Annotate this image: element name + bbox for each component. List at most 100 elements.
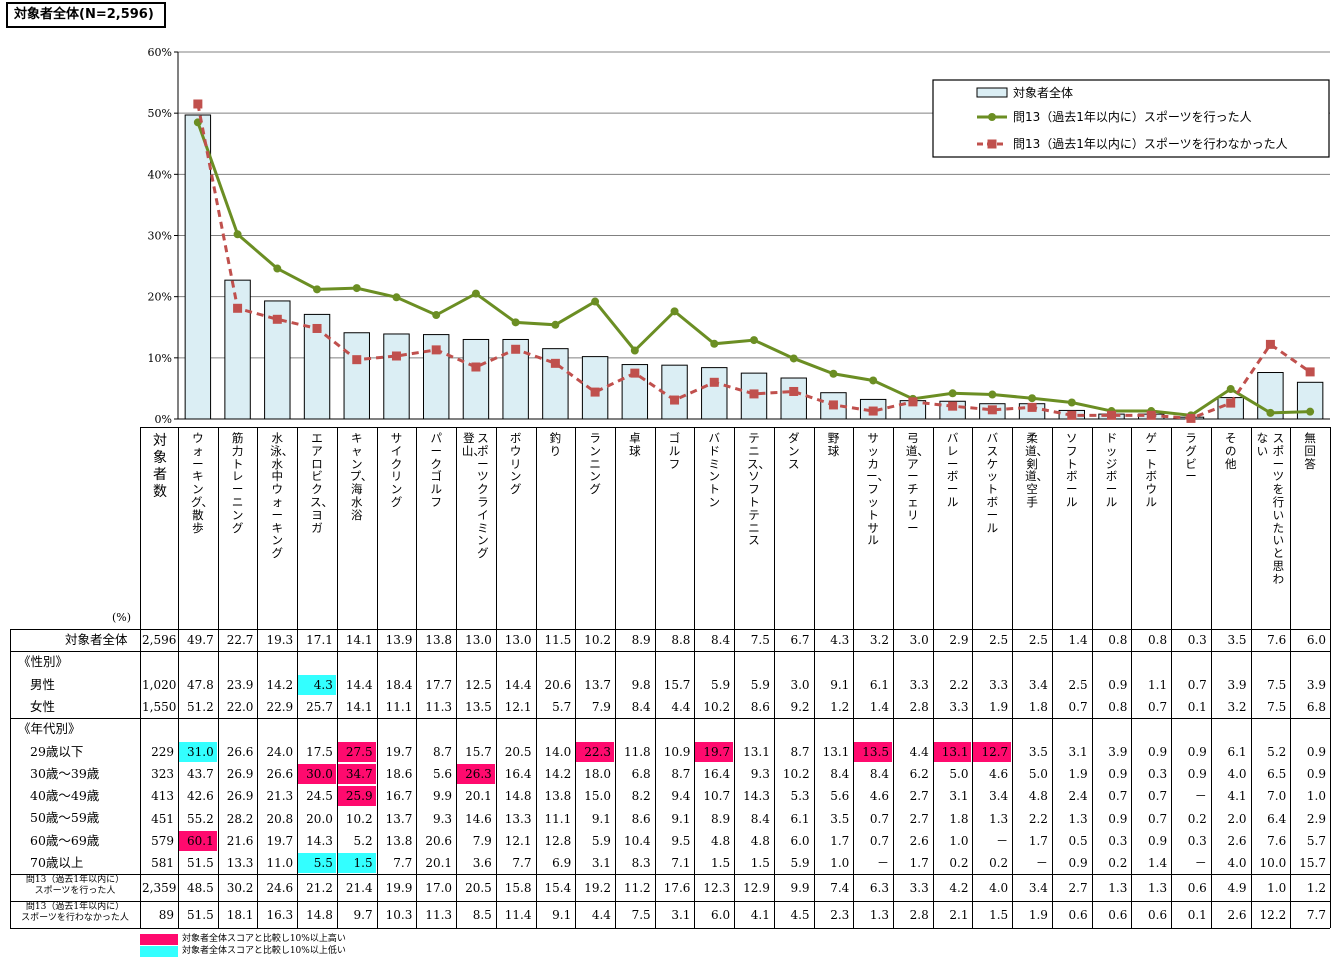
data-point	[551, 320, 560, 329]
value-cell: 6.7	[790, 633, 810, 648]
category-label: キャンプ、海水浴	[349, 431, 373, 522]
value-cell: 3.4	[1028, 880, 1048, 895]
highlight-high	[457, 763, 495, 785]
value-cell: 20.1	[425, 856, 453, 871]
table-border	[297, 629, 298, 929]
table-border	[1052, 629, 1053, 929]
value-cell: 6.8	[631, 766, 651, 781]
table-border	[257, 629, 258, 929]
value-cell: 9.1	[591, 811, 611, 826]
value-cell: 0.9	[1108, 811, 1128, 826]
data-point	[829, 369, 838, 378]
value-cell: 18.4	[385, 677, 413, 692]
value-cell: 4.1	[750, 907, 770, 922]
table-border	[1290, 629, 1291, 929]
value-cell: 2.9	[1306, 811, 1326, 826]
value-cell: 0.3	[1187, 633, 1207, 648]
value-cell: 0.7	[1148, 811, 1168, 826]
value-cell: 23.9	[226, 677, 254, 692]
highlight-high	[337, 786, 376, 807]
table-border	[10, 901, 1330, 903]
value-cell: 6.5	[1267, 766, 1287, 781]
count-cell: 323	[151, 766, 174, 781]
value-cell: 3.2	[1227, 700, 1247, 715]
value-cell: 0.7	[1187, 677, 1207, 692]
value-cell: 1.2	[830, 700, 850, 715]
value-cell: 11.3	[425, 907, 453, 922]
bar	[661, 364, 688, 420]
value-cell: 2.4	[1068, 789, 1088, 804]
table-border	[1131, 427, 1132, 629]
table-border	[140, 427, 1330, 428]
bar	[224, 279, 251, 420]
row-label: 70歳以上	[30, 855, 84, 870]
value-cell: 2.1	[949, 907, 969, 922]
value-cell: 6.2	[909, 766, 929, 781]
count-cell: 1,020	[142, 677, 177, 692]
value-cell: 8.3	[631, 856, 651, 871]
value-cell: 1.7	[830, 833, 850, 848]
value-cell: 10.0	[1259, 856, 1287, 871]
value-cell: 19.7	[385, 744, 413, 759]
value-cell: 1.5	[711, 856, 731, 871]
data-point	[1226, 385, 1235, 394]
value-cell: 4.3	[830, 633, 850, 648]
value-cell: 43.7	[187, 766, 214, 781]
table-border	[10, 718, 1330, 720]
value-cell: 13.7	[584, 677, 611, 692]
value-cell: 51.5	[187, 907, 214, 922]
value-cell: 21.3	[266, 789, 294, 804]
value-cell: 10.9	[663, 744, 691, 759]
value-cell: 3.1	[671, 907, 691, 922]
value-cell: 0.2	[949, 856, 969, 871]
y-tick-label: 60%	[148, 46, 172, 59]
data-point	[1186, 413, 1196, 423]
value-cell: 13.5	[465, 700, 492, 715]
category-label: スポーツクライミング	[477, 431, 489, 561]
value-cell: 18.0	[584, 766, 611, 781]
value-cell: 4.9	[1227, 880, 1247, 895]
row-label: 40歳～49歳	[30, 788, 100, 804]
value-cell: 0.6	[1148, 907, 1168, 922]
data-point	[471, 362, 481, 372]
value-cell: 1.9	[1028, 907, 1048, 922]
value-cell: 13.0	[504, 633, 532, 648]
value-cell: 2.7	[909, 811, 929, 826]
table-border	[416, 629, 417, 929]
value-cell: 1.0	[949, 833, 969, 848]
value-cell: 8.4	[830, 766, 850, 781]
row-label: 問13（過去1年以内に） スポーツを行わなかった人	[21, 902, 129, 924]
value-cell: 9.4	[671, 789, 691, 804]
data-point	[1226, 398, 1236, 408]
value-cell: －	[996, 833, 1009, 848]
value-cell: 16.3	[266, 907, 294, 922]
table-border	[218, 427, 219, 629]
note-swatch-high	[140, 934, 178, 946]
highlight-high	[933, 741, 972, 762]
table-border	[734, 427, 735, 629]
highlight-low	[179, 741, 217, 762]
value-cell: 13.7	[385, 811, 413, 826]
table-border	[853, 427, 854, 629]
row-label: 男性	[30, 676, 56, 692]
value-cell: 2.2	[1028, 811, 1048, 826]
data-point	[789, 354, 798, 363]
table-border	[496, 629, 497, 929]
value-cell: 22.7	[226, 633, 254, 648]
value-cell: 4.6	[869, 789, 890, 804]
data-point	[1306, 407, 1315, 416]
unit-label: (%)	[112, 611, 132, 624]
value-cell: 16.7	[385, 789, 413, 804]
value-cell: 9.3	[432, 811, 453, 826]
value-cell: 2.6	[1227, 833, 1247, 848]
value-cell: 22.3	[584, 744, 611, 759]
table-border	[734, 629, 735, 929]
value-cell: 21.2	[306, 880, 333, 895]
data-point	[710, 339, 719, 348]
value-cell: 7.5	[1267, 700, 1287, 715]
value-cell: 20.6	[544, 677, 572, 692]
value-cell: 4.8	[1028, 789, 1048, 804]
value-cell: 17.7	[425, 677, 453, 692]
data-point	[1146, 410, 1156, 420]
data-point	[233, 230, 242, 239]
